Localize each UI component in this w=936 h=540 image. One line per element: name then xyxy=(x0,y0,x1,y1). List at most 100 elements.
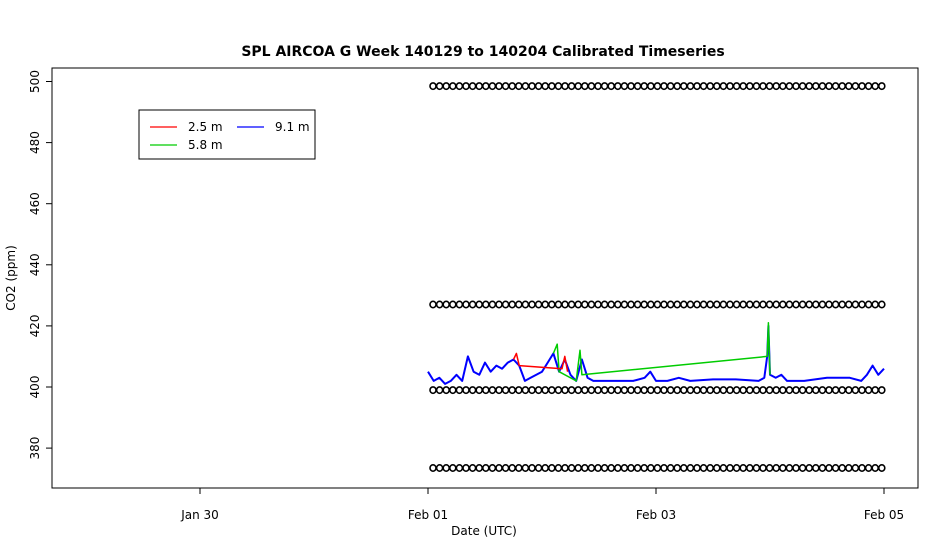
marker-circle xyxy=(864,463,873,472)
marker-circle xyxy=(739,386,748,395)
marker-circle xyxy=(541,82,550,91)
marker-circle xyxy=(508,386,517,395)
marker-circle xyxy=(838,300,847,309)
marker-circle xyxy=(541,463,550,472)
marker-circle xyxy=(468,386,477,395)
marker-circle xyxy=(600,386,609,395)
marker-circle xyxy=(838,82,847,91)
marker-circle xyxy=(752,386,761,395)
marker-circle xyxy=(534,386,543,395)
marker-circle xyxy=(488,300,497,309)
marker-circle xyxy=(528,463,536,472)
marker-circle xyxy=(864,386,873,395)
marker-circle xyxy=(547,300,556,309)
marker-circle xyxy=(455,463,464,472)
marker-circle xyxy=(785,463,794,472)
marker-circle xyxy=(660,300,668,309)
marker-circle xyxy=(646,386,655,395)
marker-circle xyxy=(699,386,708,395)
marker-circle xyxy=(633,386,642,395)
marker-circle xyxy=(613,300,622,309)
marker-circle xyxy=(805,82,814,91)
y-axis-label: CO2 (ppm) xyxy=(4,245,18,311)
marker-circle xyxy=(468,463,477,472)
marker-circle xyxy=(495,82,503,91)
marker-circle xyxy=(759,300,767,309)
marker-circle xyxy=(745,300,754,309)
marker-circle xyxy=(620,463,629,472)
marker-circle xyxy=(594,300,602,309)
marker-circle xyxy=(554,463,563,472)
marker-circle xyxy=(561,386,569,395)
marker-circle xyxy=(798,82,807,91)
marker-circle xyxy=(528,82,536,91)
marker-circle xyxy=(844,82,853,91)
marker-circle xyxy=(759,82,767,91)
marker-circle xyxy=(455,82,464,91)
marker-circle xyxy=(429,300,437,309)
marker-circle xyxy=(778,82,787,91)
y-tick-label: 500 xyxy=(28,70,42,93)
marker-circle xyxy=(429,386,437,395)
marker-circle xyxy=(831,386,840,395)
marker-circle xyxy=(561,82,569,91)
marker-circle xyxy=(495,386,503,395)
marker-circle xyxy=(514,386,523,395)
marker-circle xyxy=(534,300,543,309)
marker-circle xyxy=(475,82,484,91)
marker-circle xyxy=(759,386,767,395)
y-tick-label: 460 xyxy=(28,192,42,215)
legend-label: 5.8 m xyxy=(188,138,223,152)
marker-rows xyxy=(429,82,886,472)
marker-circle xyxy=(679,82,688,91)
marker-circle xyxy=(693,386,701,395)
y-tick-label: 440 xyxy=(28,253,42,276)
marker-circle xyxy=(673,386,682,395)
marker-circle xyxy=(825,463,833,472)
marker-circle xyxy=(508,300,517,309)
marker-circle xyxy=(653,386,662,395)
marker-circle xyxy=(686,300,695,309)
marker-circle xyxy=(844,386,853,395)
marker-circle xyxy=(778,463,787,472)
marker-circle xyxy=(462,82,470,91)
marker-circle xyxy=(567,463,576,472)
marker-circle xyxy=(726,300,734,309)
marker-circle xyxy=(508,463,517,472)
y-tick-label: 480 xyxy=(28,131,42,154)
marker-circle xyxy=(653,300,662,309)
marker-circle xyxy=(660,386,668,395)
marker-circle xyxy=(475,300,484,309)
marker-circle xyxy=(468,82,477,91)
marker-circle xyxy=(613,463,622,472)
marker-circle xyxy=(699,300,708,309)
marker-circle xyxy=(864,300,873,309)
marker-circle xyxy=(706,82,715,91)
marker-circle xyxy=(752,300,761,309)
marker-circle xyxy=(554,82,563,91)
marker-circle xyxy=(627,82,635,91)
marker-circle xyxy=(719,82,728,91)
marker-circle xyxy=(825,386,833,395)
marker-circle xyxy=(858,82,866,91)
marker-circle xyxy=(792,386,800,395)
marker-circle xyxy=(666,82,675,91)
marker-circle xyxy=(660,82,668,91)
marker-circle xyxy=(838,386,847,395)
marker-circle xyxy=(607,82,616,91)
marker-circle xyxy=(858,463,866,472)
marker-circle xyxy=(726,386,734,395)
marker-circle xyxy=(844,463,853,472)
marker-circle xyxy=(574,82,583,91)
marker-circle xyxy=(831,300,840,309)
marker-circle xyxy=(765,82,774,91)
marker-circle xyxy=(726,463,734,472)
marker-circle xyxy=(752,463,761,472)
marker-circle xyxy=(811,463,820,472)
marker-circle xyxy=(765,300,774,309)
marker-circle xyxy=(442,82,451,91)
chart-title: SPL AIRCOA G Week 140129 to 140204 Calib… xyxy=(241,44,724,60)
marker-circle xyxy=(435,463,444,472)
marker-circle xyxy=(587,386,596,395)
marker-circle xyxy=(587,300,596,309)
